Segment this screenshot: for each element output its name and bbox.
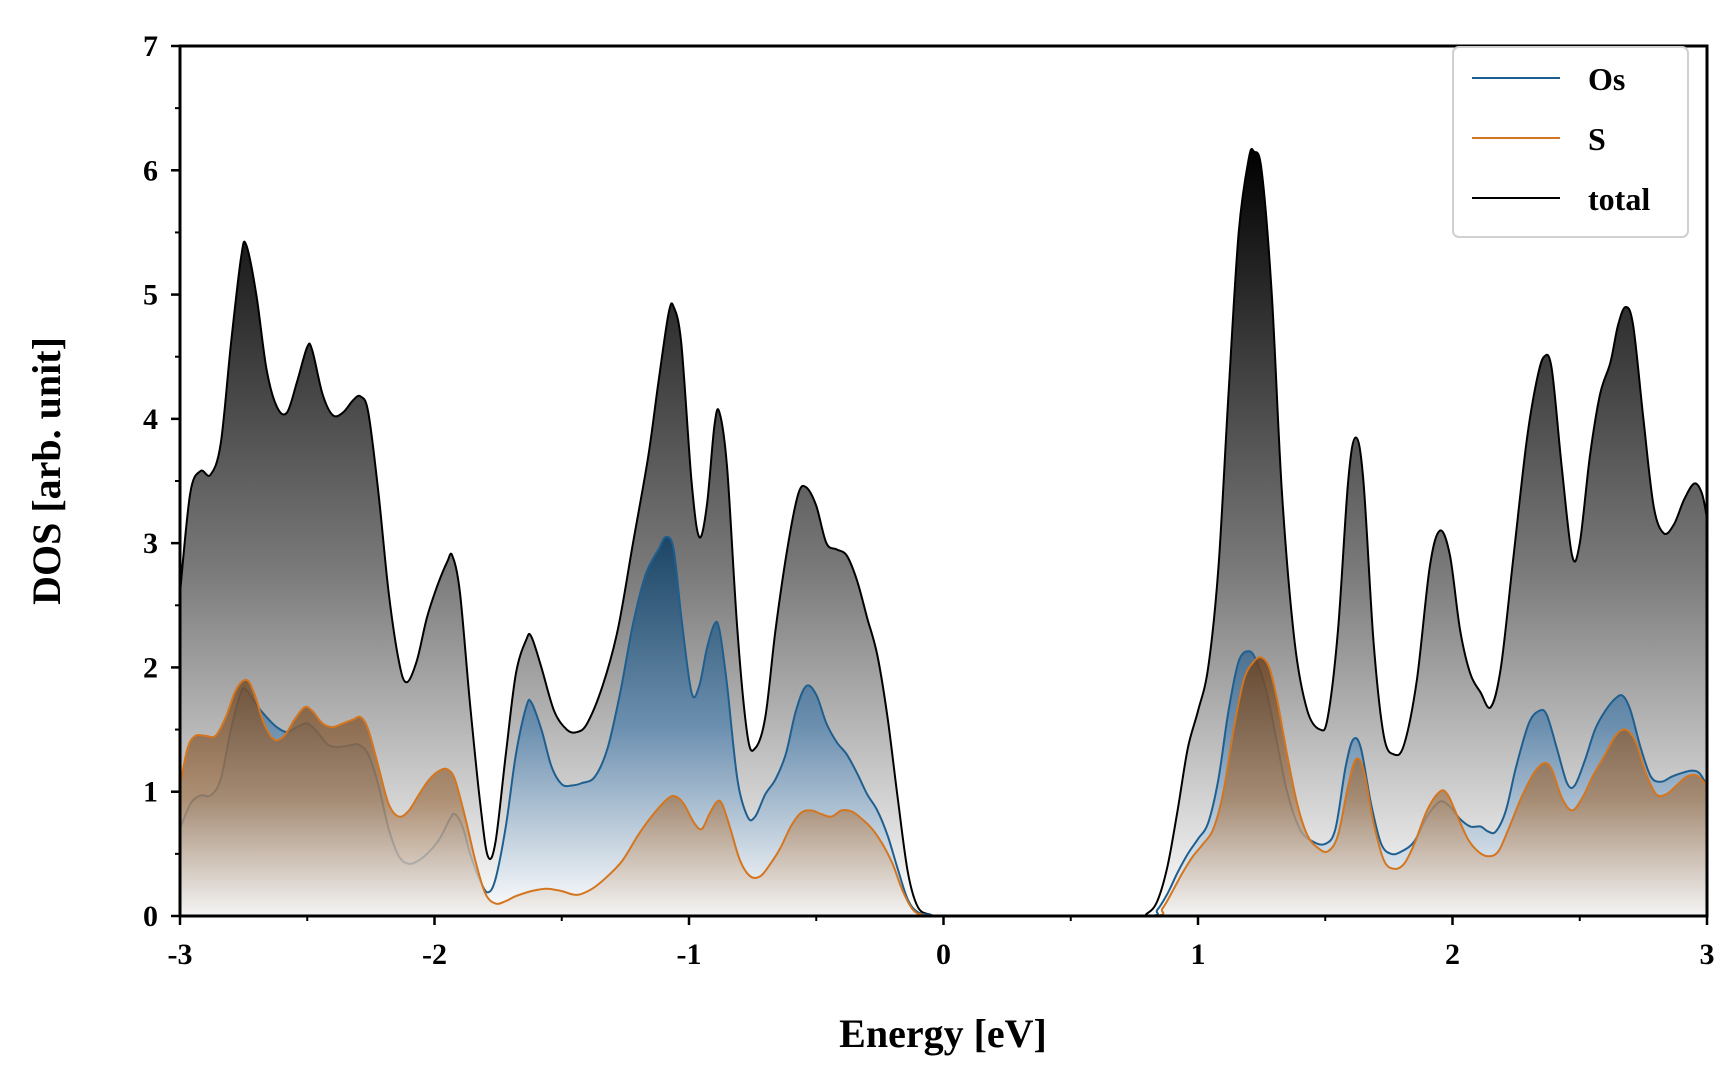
legend-label-os: Os [1588,61,1625,97]
line-s [180,656,1707,916]
y-tick-label: 7 [143,30,158,63]
line-total [180,147,1707,916]
x-tick-label: 3 [1700,938,1715,971]
x-axis-label: Energy [eV] [839,1011,1047,1056]
legend-label-total: total [1588,181,1650,217]
y-axis-label: DOS [arb. unit] [24,337,69,605]
y-tick-label: 4 [143,403,158,436]
legend-box [1452,46,1689,238]
y-tick-label: 3 [143,527,158,560]
legend-label-s: S [1588,121,1606,157]
x-tick-label: -1 [677,938,702,971]
area-os [180,536,1707,916]
y-tick-label: 5 [143,279,158,312]
x-tick-label: -3 [168,938,193,971]
y-tick-label: 6 [143,154,158,187]
axes-layer: -3 -2 -1 0 1 2 3 0 1 2 3 4 5 6 7 [143,30,1715,971]
y-tick-label: 0 [143,900,158,933]
x-tick-label: -2 [422,938,447,971]
y-tick-label: 2 [143,651,158,684]
y-tick-label: 1 [143,776,158,809]
x-tick-label: 2 [1445,938,1460,971]
series-layer [180,147,1707,916]
x-tick-label: 0 [936,938,951,971]
x-tick-label: 1 [1191,938,1206,971]
area-s [180,657,1707,916]
area-total [180,148,1707,916]
legend: Os S total [1452,46,1689,238]
